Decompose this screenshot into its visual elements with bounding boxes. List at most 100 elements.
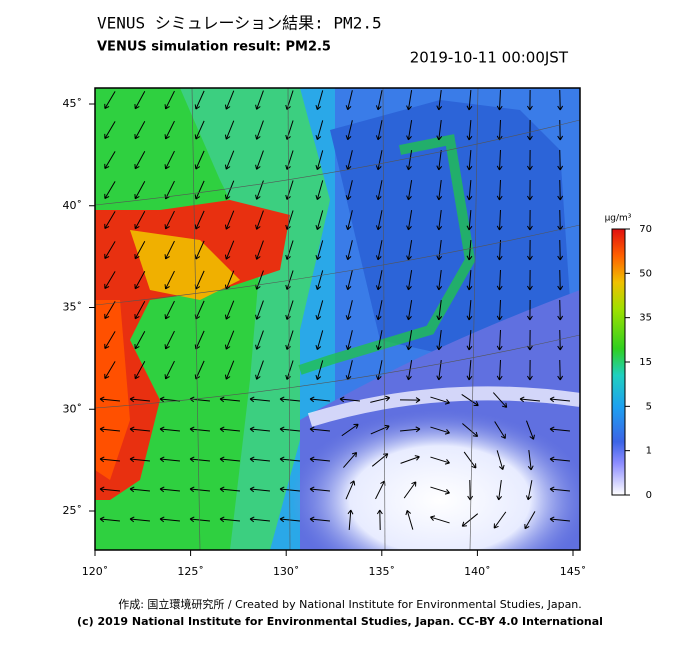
wind-arrow bbox=[375, 120, 383, 141]
wind-arrow bbox=[315, 180, 324, 200]
wind-arrow bbox=[309, 426, 330, 433]
wind-arrow bbox=[129, 456, 150, 463]
wind-arrow bbox=[134, 270, 146, 290]
wind-arrow bbox=[164, 270, 175, 290]
wind-arrow bbox=[341, 423, 359, 437]
wind-arrow bbox=[557, 359, 564, 381]
wind-arrow bbox=[466, 89, 473, 111]
wind-arrow bbox=[461, 513, 479, 527]
wind-arrow bbox=[436, 300, 443, 321]
wind-arrow bbox=[134, 300, 146, 320]
wind-arrow bbox=[219, 486, 240, 493]
wind-arrow bbox=[466, 179, 473, 201]
wind-arrow bbox=[549, 516, 570, 523]
credit: 作成: 国立環境研究所 / Created by National Instit… bbox=[118, 597, 582, 611]
wind-arrow bbox=[526, 89, 533, 111]
wind-arrow bbox=[99, 426, 120, 433]
wind-arrow bbox=[164, 360, 175, 380]
map bbox=[95, 88, 580, 550]
wind-arrow bbox=[249, 456, 270, 463]
wind-arrow bbox=[219, 396, 240, 403]
wind-arrow bbox=[164, 150, 175, 170]
wind-arrow bbox=[406, 150, 413, 171]
wind-arrow bbox=[527, 450, 534, 471]
wind-arrow bbox=[345, 150, 353, 171]
wind-arrow bbox=[345, 480, 356, 500]
wind-arrow bbox=[309, 486, 330, 493]
wind-arrow bbox=[405, 510, 414, 530]
wind-arrow bbox=[345, 300, 353, 321]
wind-arrow bbox=[279, 426, 300, 433]
wind-arrow bbox=[406, 360, 413, 381]
wind-arrow bbox=[524, 511, 536, 530]
wind-arrow bbox=[285, 360, 294, 380]
wind-arrow bbox=[526, 119, 533, 141]
wind-arrow bbox=[345, 240, 353, 261]
colorbar-tick-label: 5 bbox=[646, 401, 652, 412]
wind-arrow bbox=[557, 119, 564, 141]
wind-arrow bbox=[164, 90, 175, 110]
wind-arrow bbox=[375, 300, 383, 321]
wind-arrow bbox=[219, 456, 240, 463]
wind-arrow bbox=[375, 240, 383, 261]
wind-arrow bbox=[526, 179, 533, 201]
wind-arrow bbox=[525, 480, 533, 501]
wind-arrow bbox=[436, 120, 443, 141]
wind-arrow bbox=[343, 451, 358, 468]
wind-arrow bbox=[375, 270, 383, 291]
wind-arrow bbox=[224, 360, 235, 380]
wind-arrow bbox=[406, 300, 413, 321]
wind-arrow bbox=[159, 486, 180, 493]
wind-arrow bbox=[194, 210, 205, 230]
wind-arrow bbox=[557, 269, 564, 291]
wind-arrow bbox=[279, 396, 300, 403]
wind-arrow bbox=[436, 210, 443, 231]
wind-arrow bbox=[224, 150, 235, 170]
wind-arrow bbox=[466, 299, 473, 321]
wind-arrow bbox=[255, 300, 264, 320]
wind-arrow bbox=[129, 486, 150, 493]
wind-arrow bbox=[466, 209, 473, 231]
wind-arrow bbox=[406, 210, 413, 231]
wind-arrow bbox=[496, 149, 503, 171]
wind-arrow bbox=[462, 423, 479, 437]
wind-arrow bbox=[219, 426, 240, 433]
wind-arrow bbox=[104, 211, 116, 230]
wind-arrow bbox=[376, 509, 383, 531]
wind-arrow bbox=[249, 486, 270, 493]
wind-arrow bbox=[526, 149, 533, 171]
wind-arrow bbox=[104, 331, 116, 350]
wind-arrow bbox=[403, 481, 417, 499]
wind-arrow bbox=[370, 395, 391, 403]
wind-arrow bbox=[285, 150, 294, 170]
wind-arrow bbox=[436, 150, 443, 171]
wind-arrow bbox=[159, 516, 180, 523]
wind-arrow bbox=[134, 210, 146, 230]
wind-arrow bbox=[104, 181, 116, 200]
wind-arrow bbox=[189, 426, 210, 433]
wind-arrow bbox=[194, 120, 205, 140]
wind-arrow bbox=[375, 330, 383, 351]
wind-arrow bbox=[406, 120, 413, 141]
wind-arrow bbox=[557, 299, 564, 321]
colorbar-unit: μg/m³ bbox=[605, 214, 632, 224]
wind-arrow bbox=[134, 180, 146, 200]
copyright: (c) 2019 National Institute for Environm… bbox=[77, 615, 603, 628]
wind-arrow bbox=[549, 426, 570, 433]
wind-arrow bbox=[255, 210, 264, 230]
wind-arrow bbox=[315, 360, 324, 380]
wind-arrow bbox=[406, 240, 413, 261]
wind-arrow bbox=[129, 516, 150, 523]
wind-arrow bbox=[436, 180, 443, 201]
wind-arrow bbox=[466, 359, 473, 381]
wind-arrow bbox=[219, 516, 240, 523]
wind-arrow bbox=[375, 90, 383, 111]
wind-arrow bbox=[315, 240, 324, 260]
wind-arrow bbox=[526, 269, 533, 291]
wind-arrow bbox=[496, 450, 505, 470]
wind-arrow bbox=[375, 180, 383, 201]
wind-arrow bbox=[164, 240, 175, 260]
wind-arrow bbox=[375, 360, 383, 381]
wind-arrow bbox=[164, 120, 175, 140]
wind-arrow bbox=[406, 270, 413, 291]
